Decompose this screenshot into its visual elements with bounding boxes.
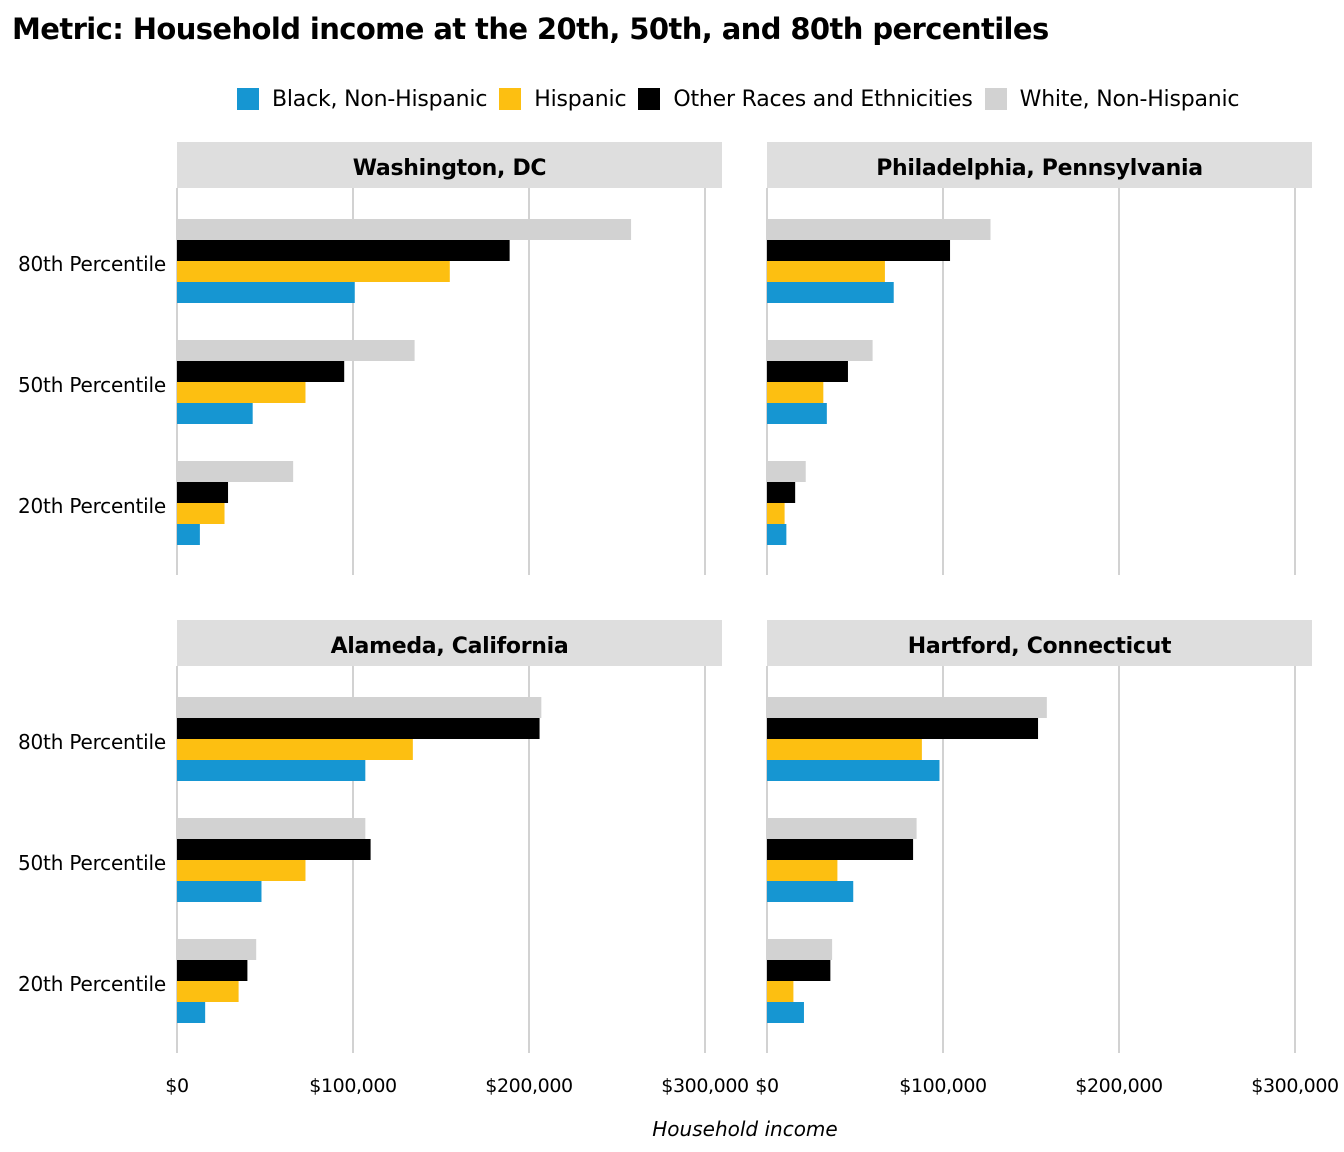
x-tick-label: $100,000 [899, 1075, 986, 1097]
bar-white-non-hispanic-50th-percentile [177, 818, 366, 839]
x-tick-label: $0 [165, 1075, 188, 1097]
category-label: 20th Percentile [18, 972, 166, 996]
bar-black-non-hispanic-80th-percentile [177, 282, 355, 303]
panel-philadelphia-pennsylvania: Philadelphia, Pennsylvania [766, 142, 1312, 575]
panel-title: Washington, DC [353, 156, 547, 181]
panel-strip [767, 142, 1312, 188]
panel-hartford-connecticut: Hartford, Connecticut $0 $100,000 $200,000 $… [755, 620, 1339, 1097]
panel-strip [177, 142, 722, 188]
x-tick-label: $100,000 [309, 1075, 396, 1097]
x-tick-label: $200,000 [485, 1075, 572, 1097]
panel-title: Alameda, California [331, 634, 569, 659]
bar-other-races-and-ethnicities-20th-percentile [767, 482, 796, 503]
legend-item-white-non-hispanic: White, Non-Hispanic [984, 86, 1240, 112]
bar-black-non-hispanic-20th-percentile [767, 1002, 804, 1023]
bar-hispanic-50th-percentile [767, 382, 824, 403]
panel-strip [177, 620, 722, 666]
category-label: 50th Percentile [18, 373, 166, 397]
panel-title: Philadelphia, Pennsylvania [876, 156, 1203, 181]
bar-white-non-hispanic-80th-percentile [177, 697, 542, 718]
bar-other-races-and-ethnicities-80th-percentile [177, 240, 510, 261]
legend-swatch [237, 88, 259, 110]
bar-white-non-hispanic-50th-percentile [177, 340, 415, 361]
bar-hispanic-50th-percentile [177, 382, 306, 403]
bar-hispanic-20th-percentile [767, 981, 794, 1002]
bar-black-non-hispanic-50th-percentile [177, 403, 253, 424]
bar-white-non-hispanic-50th-percentile [767, 818, 917, 839]
legend-label: Black, Non-Hispanic [272, 86, 488, 112]
bar-black-non-hispanic-80th-percentile [177, 760, 366, 781]
bar-hispanic-50th-percentile [767, 860, 838, 881]
legend-label: Other Races and Ethnicities [673, 86, 973, 112]
bar-other-races-and-ethnicities-20th-percentile [177, 960, 248, 981]
bar-hispanic-20th-percentile [177, 503, 225, 524]
bar-other-races-and-ethnicities-80th-percentile [767, 718, 1039, 739]
bar-hispanic-20th-percentile [767, 503, 785, 524]
legend-swatch [984, 88, 1007, 110]
bar-black-non-hispanic-20th-percentile [767, 524, 787, 545]
legend: Black, Non-Hispanic Hispanic Other Races a… [237, 84, 1251, 114]
bar-hispanic-80th-percentile [767, 739, 922, 760]
x-tick-label: $300,000 [1251, 1075, 1338, 1097]
bar-black-non-hispanic-50th-percentile [767, 403, 827, 424]
bar-black-non-hispanic-20th-percentile [177, 1002, 206, 1023]
bar-white-non-hispanic-20th-percentile [767, 939, 833, 960]
bar-other-races-and-ethnicities-20th-percentile [177, 482, 229, 503]
legend-item-hispanic: Hispanic [499, 86, 627, 112]
bar-white-non-hispanic-20th-percentile [767, 461, 806, 482]
bar-white-non-hispanic-80th-percentile [767, 697, 1047, 718]
legend-swatch [499, 88, 522, 110]
x-tick-label: $0 [755, 1075, 778, 1097]
category-label: 20th Percentile [18, 494, 166, 518]
bar-other-races-and-ethnicities-50th-percentile [767, 361, 848, 382]
category-label: 50th Percentile [18, 851, 166, 875]
bar-black-non-hispanic-50th-percentile [177, 881, 262, 902]
bar-black-non-hispanic-80th-percentile [767, 760, 940, 781]
category-label: 80th Percentile [18, 252, 166, 276]
bar-white-non-hispanic-80th-percentile [767, 219, 991, 240]
panel-strip [767, 620, 1312, 666]
panel-alameda-california: Alameda, California 80th Percentile 50th P… [18, 620, 749, 1097]
bar-white-non-hispanic-80th-percentile [177, 219, 632, 240]
bar-white-non-hispanic-20th-percentile [177, 939, 257, 960]
bar-other-races-and-ethnicities-50th-percentile [177, 839, 371, 860]
chart-title: Metric: Household income at the 20th, 50… [12, 12, 1049, 46]
x-tick-label: $200,000 [1075, 1075, 1162, 1097]
bar-black-non-hispanic-80th-percentile [767, 282, 894, 303]
bar-hispanic-80th-percentile [177, 739, 413, 760]
bar-black-non-hispanic-20th-percentile [177, 524, 200, 545]
bar-other-races-and-ethnicities-20th-percentile [767, 960, 831, 981]
bar-other-races-and-ethnicities-50th-percentile [177, 361, 345, 382]
bar-white-non-hispanic-50th-percentile [767, 340, 873, 361]
bar-hispanic-80th-percentile [767, 261, 885, 282]
bar-hispanic-50th-percentile [177, 860, 306, 881]
bar-other-races-and-ethnicities-80th-percentile [177, 718, 540, 739]
bar-hispanic-20th-percentile [177, 981, 239, 1002]
panel-title: Hartford, Connecticut [908, 634, 1172, 659]
panel-washington-dc: Washington, DC 80th Percentile 50th Percen… [18, 142, 722, 575]
category-label: 80th Percentile [18, 730, 166, 754]
legend-label: White, Non-Hispanic [1019, 86, 1240, 112]
legend-swatch [638, 88, 661, 110]
bar-black-non-hispanic-50th-percentile [767, 881, 854, 902]
x-axis-title: Household income [652, 1117, 838, 1141]
legend-label: Hispanic [534, 86, 627, 112]
bar-white-non-hispanic-20th-percentile [177, 461, 294, 482]
bar-other-races-and-ethnicities-80th-percentile [767, 240, 951, 261]
x-tick-label: $300,000 [661, 1075, 748, 1097]
legend-item-other-races-and-ethnicities: Other Races and Ethnicities [638, 86, 973, 112]
bar-hispanic-80th-percentile [177, 261, 450, 282]
bar-other-races-and-ethnicities-50th-percentile [767, 839, 914, 860]
legend-item-black-non-hispanic: Black, Non-Hispanic [237, 87, 487, 112]
